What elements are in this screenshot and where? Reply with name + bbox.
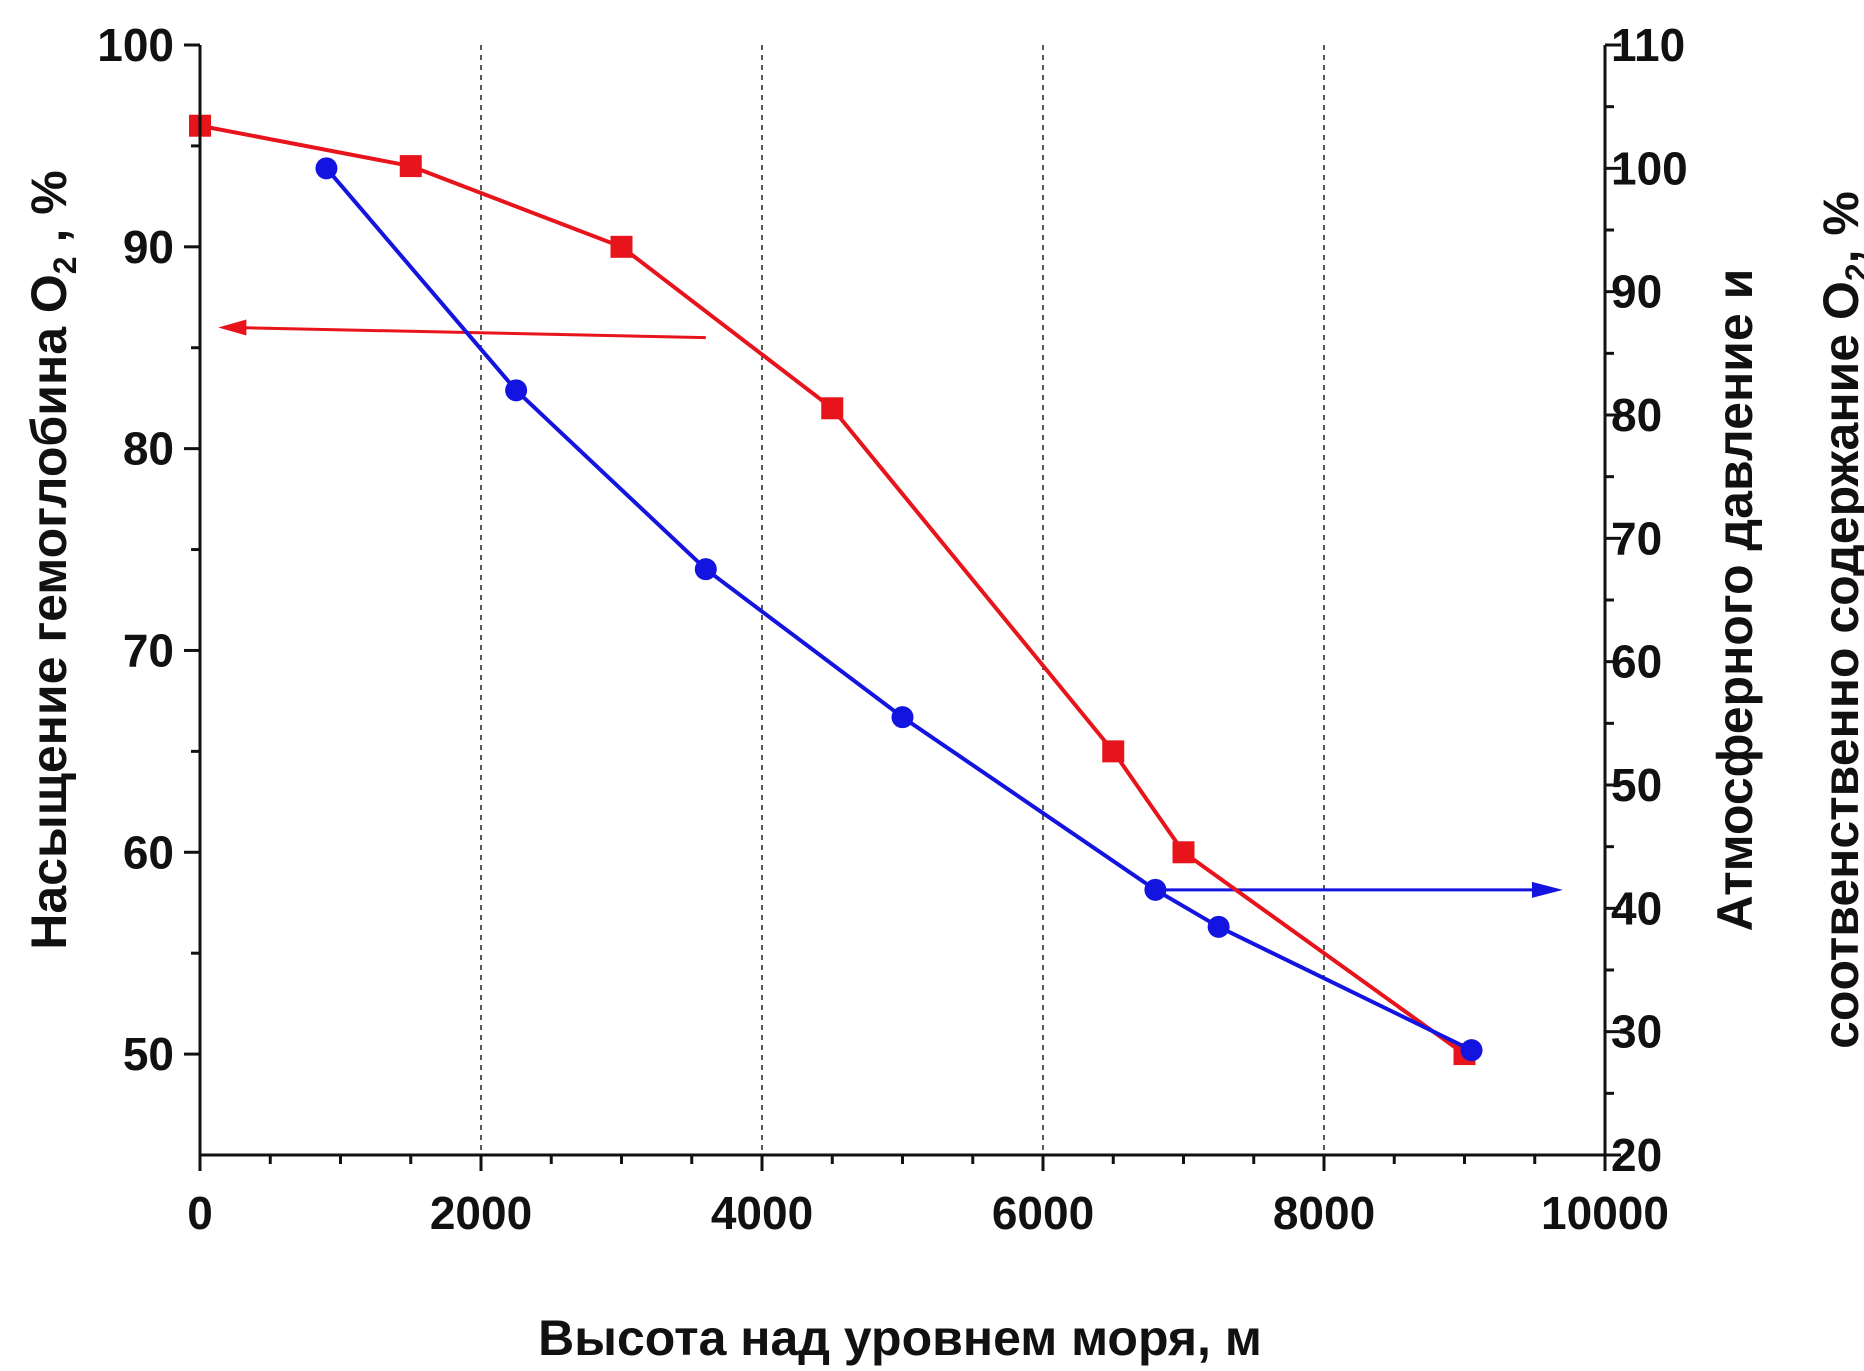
series-2-point (315, 157, 338, 180)
plot-series (189, 114, 1563, 1066)
series-2-point (1460, 1039, 1483, 1062)
x-axis-title: Высота над уровнем моря, м (538, 1310, 1262, 1366)
series-2-point (505, 379, 528, 402)
left-axis-arrow-shaft (235, 326, 706, 340)
y-right-tick-label: 70 (1611, 512, 1662, 564)
y-right-tick-label: 100 (1611, 142, 1688, 194)
y-left-tick-label: 50 (123, 1028, 174, 1080)
y-right-tick-label: 40 (1611, 882, 1662, 934)
series-1-point (399, 155, 422, 178)
y-left-axis-title: Насыщение гемоглобина O2 , % (21, 170, 83, 949)
left-axis-arrowhead (218, 319, 247, 336)
y-right-tick-label: 50 (1611, 759, 1662, 811)
x-tick-label: 4000 (711, 1187, 813, 1239)
axes (184, 43, 1621, 1171)
y-right-tick-label: 60 (1611, 636, 1662, 688)
x-tick-label: 6000 (992, 1187, 1094, 1239)
x-tick-label: 10000 (1541, 1187, 1669, 1239)
series-2-point (1144, 878, 1167, 901)
y-right-tick-label: 90 (1611, 266, 1662, 318)
series-2-point (891, 706, 914, 729)
series-1-point (821, 397, 844, 420)
series-2-point (1207, 915, 1230, 938)
y-left-tick-label: 80 (123, 423, 174, 475)
x-tick-label: 8000 (1273, 1187, 1375, 1239)
series-1-point (610, 235, 633, 258)
series-1-point (1102, 740, 1125, 763)
y-left-tick-label: 90 (123, 221, 174, 273)
y-right-tick-label: 20 (1611, 1129, 1662, 1181)
x-tick-label: 2000 (430, 1187, 532, 1239)
series-2-point (694, 558, 717, 581)
y-left-tick-label: 60 (123, 826, 174, 878)
series-1-point (1172, 841, 1195, 864)
y-right-tick-label: 110 (1611, 19, 1685, 71)
grid (480, 45, 1325, 1155)
y-right-tick-label: 30 (1611, 1006, 1662, 1058)
y-left-tick-label: 100 (97, 19, 174, 71)
series-1-line (199, 123, 1466, 1056)
y-right-tick-label: 80 (1611, 389, 1662, 441)
series-2-line (324, 167, 1473, 1052)
tick-labels: 0 2000 4000 6000 8000 10000 50 60 70 80 90 100 20 30 4… (97, 19, 1688, 1239)
y-right-axis-title-line2: соотвенственно содержание O2, % (1813, 191, 1864, 1049)
y-right-axis-title-line1: Атмосферного давление и (1707, 269, 1763, 932)
x-tick-label: 0 (187, 1187, 213, 1239)
right-axis-arrowhead (1531, 881, 1563, 898)
y-left-tick-label: 70 (123, 624, 174, 676)
